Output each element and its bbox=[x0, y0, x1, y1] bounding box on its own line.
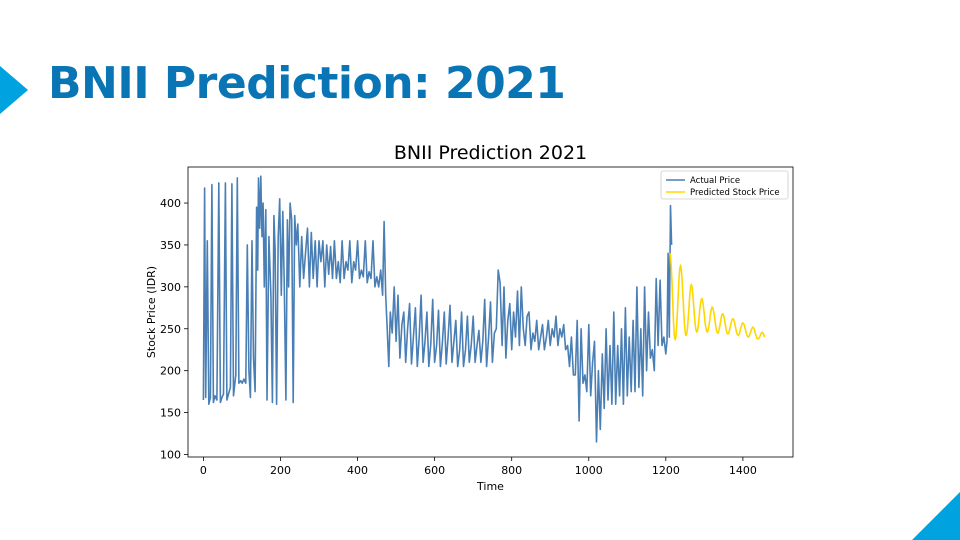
x-tick-label: 1000 bbox=[575, 464, 603, 477]
x-tick-label: 1200 bbox=[652, 464, 680, 477]
y-tick-label: 350 bbox=[160, 239, 181, 252]
y-tick-label: 100 bbox=[160, 448, 181, 461]
y-axis-label: Stock Price (IDR) bbox=[145, 266, 158, 358]
y-tick-label: 250 bbox=[160, 323, 181, 336]
x-tick-label: 200 bbox=[270, 464, 291, 477]
x-tick-label: 0 bbox=[200, 464, 207, 477]
x-tick-label: 400 bbox=[347, 464, 368, 477]
x-tick-label: 600 bbox=[424, 464, 445, 477]
title-accent-triangle bbox=[0, 66, 28, 114]
legend-entry-label: Predicted Stock Price bbox=[690, 188, 780, 198]
legend-entry-label: Actual Price bbox=[690, 176, 740, 186]
chart-legend: Actual Price Predicted Stock Price bbox=[660, 170, 789, 200]
corner-decoration-triangle bbox=[912, 492, 960, 540]
x-axis-label: Time bbox=[476, 480, 504, 493]
legend-box bbox=[660, 170, 789, 200]
y-tick-label: 200 bbox=[160, 365, 181, 378]
y-tick-label: 300 bbox=[160, 281, 181, 294]
x-tick-label: 800 bbox=[501, 464, 522, 477]
chart-title: BNII Prediction 2021 bbox=[394, 142, 587, 164]
series-line-predicted-price bbox=[668, 252, 766, 341]
y-tick-label: 150 bbox=[160, 407, 181, 420]
series-line-actual-price bbox=[202, 175, 673, 443]
x-tick-label: 1400 bbox=[729, 464, 757, 477]
y-tick-label: 400 bbox=[160, 197, 181, 210]
stock-line-chart: BNII Prediction 2021 0 200 400 600 800 1000 120… bbox=[145, 142, 794, 493]
plot-frame bbox=[187, 166, 794, 458]
slide-title: BNII Prediction: 2021 bbox=[48, 58, 566, 109]
